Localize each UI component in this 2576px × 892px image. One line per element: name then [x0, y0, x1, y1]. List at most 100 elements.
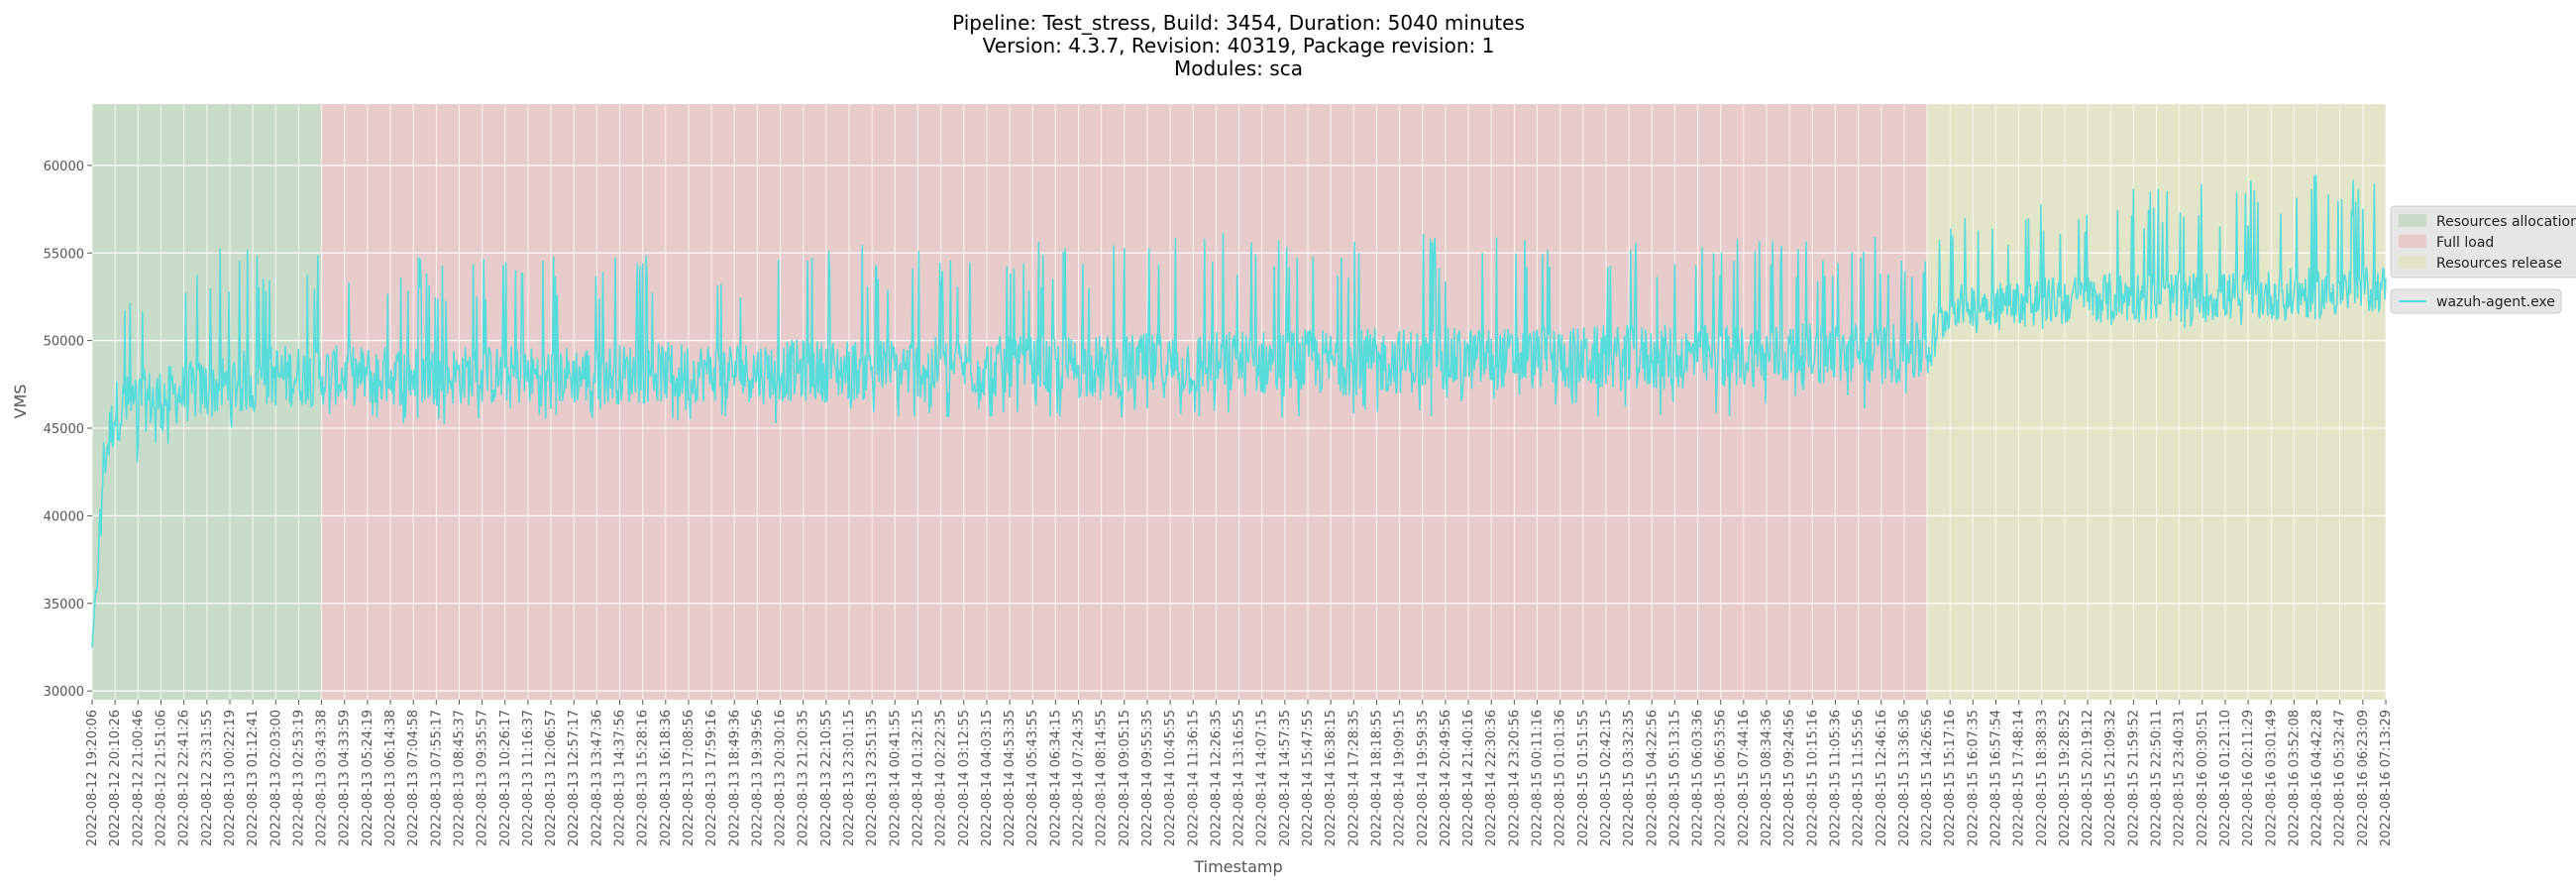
x-tick-label-100: 2022-08-16 07:13:29	[2379, 710, 2394, 846]
x-tick-label-50: 2022-08-14 13:16:55	[1233, 710, 1247, 846]
x-tick-label-58: 2022-08-14 19:59:35	[1416, 710, 1431, 846]
x-tick-label-99: 2022-08-16 06:23:09	[2356, 710, 2371, 846]
x-tick-label-66: 2022-08-15 02:42:15	[1599, 710, 1614, 846]
x-tick-label-69: 2022-08-15 05:13:15	[1667, 710, 1682, 846]
x-tick-label-73: 2022-08-15 08:34:36	[1760, 710, 1774, 846]
x-tick-label-12: 2022-08-13 05:24:19	[361, 710, 376, 846]
x-tick-label-68: 2022-08-15 04:22:56	[1645, 710, 1660, 846]
x-tick-label-76: 2022-08-15 11:05:36	[1828, 710, 1843, 846]
x-tick-label-27: 2022-08-13 17:59:16	[704, 710, 719, 846]
phase-legend-box	[2390, 205, 2576, 279]
x-tick-label-40: 2022-08-14 04:53:35	[1003, 710, 1018, 846]
x-tick-label-1: 2022-08-12 20:10:26	[108, 710, 123, 846]
x-tick-label-95: 2022-08-16 03:01:49	[2264, 710, 2279, 846]
x-tick-label-60: 2022-08-14 21:40:16	[1461, 710, 1476, 846]
x-tick-label-70: 2022-08-15 06:03:36	[1691, 710, 1706, 846]
x-tick-label-16: 2022-08-13 08:45:37	[452, 710, 467, 846]
x-tick-label-35: 2022-08-14 00:41:55	[888, 710, 903, 846]
x-tick-label-77: 2022-08-15 11:55:56	[1852, 710, 1867, 846]
x-tick-label-82: 2022-08-15 16:07:35	[1966, 710, 1981, 846]
phase-legend-swatch-2	[2399, 256, 2426, 269]
x-tick-label-7: 2022-08-13 01:12:41	[246, 710, 261, 846]
x-tick-label-72: 2022-08-15 07:44:16	[1737, 710, 1752, 846]
x-tick-label-45: 2022-08-14 09:05:15	[1118, 710, 1132, 846]
x-tick-label-74: 2022-08-15 09:24:56	[1782, 710, 1797, 846]
x-tick-label-56: 2022-08-14 18:18:55	[1369, 710, 1384, 846]
x-tick-label-18: 2022-08-13 10:26:17	[498, 710, 513, 846]
x-tick-label-94: 2022-08-16 02:11:29	[2241, 710, 2256, 846]
x-tick-label-10: 2022-08-13 03:43:38	[315, 710, 330, 846]
x-tick-label-14: 2022-08-13 07:04:58	[406, 710, 421, 846]
x-tick-label-42: 2022-08-14 06:34:15	[1048, 710, 1063, 846]
phase-legend-label-1: Full load	[2436, 235, 2494, 251]
x-tick-label-2: 2022-08-12 21:00:46	[131, 710, 146, 846]
x-tick-label-26: 2022-08-13 17:08:56	[682, 710, 697, 846]
x-tick-label-88: 2022-08-15 21:09:32	[2103, 710, 2118, 846]
x-tick-label-71: 2022-08-15 06:53:56	[1714, 710, 1729, 846]
x-tick-label-92: 2022-08-16 00:30:51	[2196, 710, 2210, 846]
x-tick-label-41: 2022-08-14 05:43:55	[1025, 710, 1040, 846]
x-tick-label-75: 2022-08-15 10:15:16	[1805, 710, 1820, 846]
phase-legend: Resources allocation Full load Resources r…	[2390, 205, 2576, 279]
x-tick-label-22: 2022-08-13 13:47:36	[590, 710, 604, 846]
x-tick-label-63: 2022-08-15 00:11:16	[1531, 710, 1546, 846]
y-tick-label-6: 60000	[44, 160, 84, 174]
x-tick-label-55: 2022-08-14 17:28:35	[1346, 710, 1361, 846]
x-tick-label-61: 2022-08-14 22:30:36	[1484, 710, 1499, 846]
x-tick-label-57: 2022-08-14 19:09:15	[1393, 710, 1408, 846]
phase-legend-label-0: Resources allocation	[2436, 214, 2576, 230]
x-tick-label-96: 2022-08-16 03:52:08	[2287, 710, 2302, 846]
x-tick-label-25: 2022-08-13 16:18:36	[659, 710, 674, 846]
x-tick-label-86: 2022-08-15 19:28:52	[2058, 710, 2073, 846]
x-tick-label-17: 2022-08-13 09:35:57	[476, 710, 490, 846]
x-tick-label-44: 2022-08-14 08:14:55	[1095, 710, 1110, 846]
x-tick-label-30: 2022-08-13 20:30:16	[774, 710, 789, 846]
x-tick-label-64: 2022-08-15 01:01:36	[1554, 710, 1568, 846]
x-tick-label-6: 2022-08-13 00:22:19	[223, 710, 238, 846]
x-tick-label-8: 2022-08-13 02:03:00	[268, 710, 283, 846]
x-tick-label-19: 2022-08-13 11:16:37	[521, 710, 536, 846]
y-tick-label-5: 55000	[44, 247, 84, 262]
x-tick-label-34: 2022-08-13 23:51:35	[865, 710, 880, 846]
x-tick-label-81: 2022-08-15 15:17:16	[1943, 710, 1958, 846]
x-tick-label-59: 2022-08-14 20:49:56	[1439, 710, 1453, 846]
x-tick-label-83: 2022-08-15 16:57:54	[1988, 710, 2003, 846]
y-tick-label-3: 45000	[44, 422, 84, 437]
phase-legend-swatch-0	[2399, 214, 2426, 227]
x-tick-label-33: 2022-08-13 23:01:15	[842, 710, 857, 846]
x-tick-label-51: 2022-08-14 14:07:15	[1255, 710, 1270, 846]
x-axis-label: Timestamp	[1193, 857, 1282, 876]
x-tick-label-21: 2022-08-13 12:57:17	[567, 710, 582, 846]
x-tick-label-90: 2022-08-15 22:50:11	[2150, 710, 2165, 846]
x-tick-label-84: 2022-08-15 17:48:14	[2012, 710, 2027, 846]
chart-title-line-2: Version: 4.3.7, Revision: 40319, Package…	[983, 34, 1495, 57]
y-tick-label-0: 30000	[44, 685, 84, 700]
x-tick-label-32: 2022-08-13 22:10:55	[819, 710, 834, 846]
x-tick-label-29: 2022-08-13 19:39:56	[750, 710, 765, 846]
x-tick-label-9: 2022-08-13 02:53:19	[291, 710, 306, 846]
x-tick-label-62: 2022-08-14 23:20:56	[1507, 710, 1522, 846]
series-legend: wazuh-agent.exe	[2390, 288, 2562, 314]
x-tick-label-31: 2022-08-13 21:20:35	[797, 710, 811, 846]
series-legend-box	[2390, 288, 2562, 314]
x-tick-label-36: 2022-08-14 01:32:15	[911, 710, 925, 846]
x-tick-label-0: 2022-08-12 19:20:06	[85, 710, 100, 846]
x-tick-label-15: 2022-08-13 07:55:17	[429, 710, 444, 846]
x-tick-label-39: 2022-08-14 04:03:15	[980, 710, 995, 846]
chart-title-line-1: Pipeline: Test_stress, Build: 3454, Dura…	[952, 11, 1525, 35]
x-tick-label-67: 2022-08-15 03:32:35	[1622, 710, 1637, 846]
x-tick-label-43: 2022-08-14 07:24:35	[1072, 710, 1087, 846]
x-tick-label-11: 2022-08-13 04:33:59	[338, 710, 353, 846]
y-tick-label-2: 40000	[44, 509, 84, 524]
x-tick-label-37: 2022-08-14 02:22:35	[934, 710, 949, 846]
x-tick-label-5: 2022-08-12 23:31:55	[200, 710, 215, 846]
x-tick-label-98: 2022-08-16 05:32:47	[2333, 710, 2348, 846]
x-tick-label-79: 2022-08-15 13:36:36	[1897, 710, 1912, 846]
x-tick-label-49: 2022-08-14 12:26:35	[1209, 710, 1224, 846]
phase-legend-label-2: Resources release	[2436, 256, 2562, 272]
x-tick-label-87: 2022-08-15 20:19:12	[2081, 710, 2095, 846]
x-tick-label-48: 2022-08-14 11:36:15	[1186, 710, 1201, 846]
x-tick-label-52: 2022-08-14 14:57:35	[1278, 710, 1293, 846]
series-legend-label-0: wazuh-agent.exe	[2436, 294, 2555, 310]
